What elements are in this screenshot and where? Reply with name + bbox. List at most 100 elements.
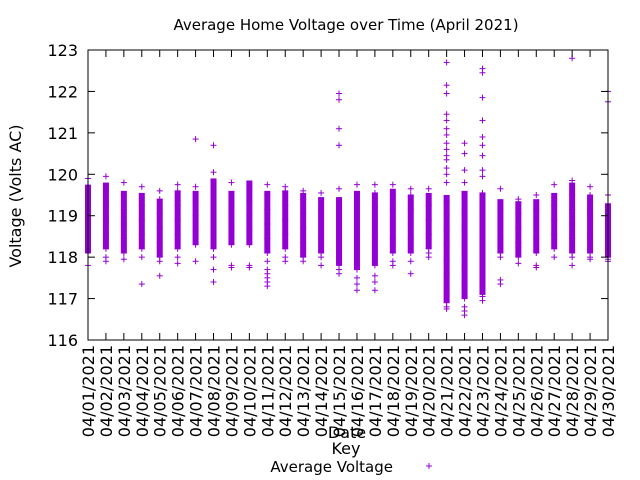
data-point (210, 187, 217, 194)
data-point (228, 241, 235, 248)
data-band (479, 192, 486, 295)
data-point (210, 142, 217, 149)
data-point (336, 270, 343, 277)
day-2 (120, 179, 127, 263)
data-point (569, 262, 576, 269)
data-point (336, 90, 343, 97)
data-point (264, 250, 271, 256)
data-point (156, 196, 163, 203)
data-point (353, 223, 360, 230)
data-point (587, 192, 594, 198)
data-point (120, 179, 127, 186)
x-tick-label: 04/14/2021 (312, 345, 331, 437)
x-axis-ticks: 04/01/202104/02/202104/03/202104/04/2021… (79, 50, 618, 437)
day-24 (515, 196, 522, 267)
data-point (533, 250, 540, 256)
data-band (246, 180, 253, 245)
x-tick-label: 04/13/2021 (294, 345, 313, 437)
x-tick-label: 04/07/2021 (187, 345, 206, 437)
data-point (282, 254, 289, 261)
data-point (389, 181, 396, 188)
day-11 (282, 183, 289, 265)
data-point (120, 256, 127, 263)
day-17 (389, 181, 396, 269)
data-point (443, 171, 450, 178)
data-point (371, 279, 378, 285)
data-point (389, 192, 396, 198)
day-26 (551, 181, 558, 261)
data-point (587, 183, 594, 190)
day-14 (336, 90, 343, 277)
data-point (371, 218, 378, 225)
data-band (210, 178, 217, 249)
data-point (371, 181, 378, 188)
data-point (371, 262, 378, 269)
data-point (174, 245, 181, 252)
data-point (102, 216, 109, 223)
data-point (389, 206, 396, 213)
data-point (282, 245, 289, 252)
data-point (479, 134, 486, 140)
data-point (587, 206, 594, 213)
data-point (353, 266, 360, 273)
data-point (443, 285, 450, 292)
data-point (156, 258, 163, 265)
data-point (461, 223, 468, 230)
data-point (569, 206, 576, 213)
y-tick-label: 122 (47, 82, 78, 101)
data-point (336, 125, 343, 132)
data-point (479, 152, 486, 159)
data-point (389, 262, 396, 269)
data-point (497, 185, 504, 192)
data-point (138, 183, 145, 190)
data-point (515, 225, 522, 232)
data-point (497, 254, 504, 261)
data-point (210, 266, 217, 273)
data-point (587, 235, 594, 242)
data-point (533, 206, 540, 213)
data-point (120, 206, 127, 213)
data-point (102, 173, 109, 180)
day-28 (587, 183, 594, 263)
data-point (336, 185, 343, 192)
data-point (174, 260, 181, 267)
data-point (353, 208, 360, 215)
data-band (300, 192, 307, 258)
y-tick-label: 123 (47, 41, 78, 60)
data-point (102, 231, 109, 238)
data-point (300, 210, 307, 217)
data-point (443, 198, 450, 205)
data-point (515, 196, 522, 203)
data-point (515, 239, 522, 246)
data-band (443, 195, 450, 303)
data-point (228, 179, 235, 186)
data-point (569, 221, 576, 227)
data-point (371, 204, 378, 211)
data-point (371, 287, 378, 294)
data-point (443, 90, 450, 97)
data-point (461, 140, 468, 147)
data-point (102, 245, 109, 252)
x-tick-label: 04/19/2021 (402, 345, 421, 437)
data-point (461, 281, 468, 288)
data-point (156, 239, 163, 246)
plot-marks (85, 55, 611, 319)
day-19 (425, 185, 432, 261)
data-point (443, 131, 450, 138)
x-tick-label: 04/08/2021 (205, 345, 224, 437)
legend-title: Key (331, 439, 360, 458)
data-band (371, 192, 378, 266)
data-point (336, 204, 343, 211)
data-point (353, 274, 360, 281)
data-point (246, 183, 253, 190)
x-tick-label: 04/15/2021 (330, 345, 349, 437)
x-tick-label: 04/03/2021 (115, 345, 134, 437)
data-point (174, 254, 181, 261)
data-point (300, 258, 307, 265)
x-tick-label: 04/29/2021 (581, 345, 600, 437)
data-point (300, 225, 307, 232)
data-band (461, 190, 468, 299)
data-point (210, 216, 217, 223)
data-point (461, 237, 468, 244)
